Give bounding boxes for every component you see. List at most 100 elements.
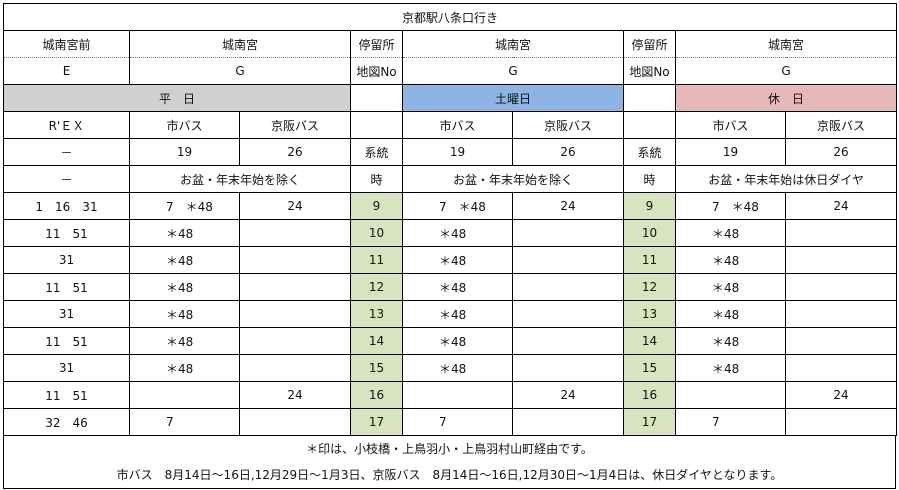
time-keihan-holiday (784, 408, 898, 436)
time-city-holiday: ＊48 (675, 300, 786, 328)
time-rex: 11 51 (3, 219, 130, 247)
time-rex: 11 51 (3, 273, 130, 301)
saturday-header: 土曜日 (402, 84, 624, 112)
hour-cell-2: 17 (623, 408, 676, 436)
time-city-saturday: ＊48 (402, 300, 513, 328)
route-label-2: 系統 (623, 138, 676, 166)
time-keihan-weekday (239, 246, 351, 274)
hour-label-2: 時 (623, 165, 676, 193)
operator-keihan-holiday: 京阪バス (784, 111, 898, 139)
table-row: 1 16 31 7 ＊48 24 9 7 ＊48 24 9 7 ＊48 24 (3, 192, 898, 220)
hour-label: 時 (350, 165, 403, 193)
time-keihan-saturday (512, 300, 624, 328)
time-city-holiday: 7 (675, 408, 786, 436)
hour-cell-2: 15 (623, 354, 676, 382)
time-keihan-weekday (239, 327, 351, 355)
map-saturday: G (402, 57, 624, 85)
time-keihan-weekday (239, 219, 351, 247)
note-holiday: お盆・年末年始は休日ダイヤ (674, 165, 898, 193)
hour-cell: 11 (350, 246, 403, 274)
time-city-holiday (675, 381, 786, 409)
table-row: 11 51 ＊48 12 ＊48 12 ＊48 (3, 273, 898, 301)
time-keihan-weekday (239, 408, 351, 436)
hour-cell-2: 12 (623, 273, 676, 301)
time-keihan-holiday (784, 273, 898, 301)
time-keihan-weekday (239, 354, 351, 382)
holiday-header: 休 日 (674, 84, 898, 112)
time-city-saturday: 7 (402, 408, 513, 436)
table-row: 31 ＊48 15 ＊48 15 ＊48 (3, 354, 898, 382)
time-city-saturday: 7 ＊48 (402, 192, 513, 220)
route-keihan-saturday: 26 (512, 138, 624, 166)
blank-cell (623, 84, 676, 112)
hour-cell: 17 (350, 408, 403, 436)
footer-notes: ＊印は、小枝橋・上鳥羽小・上鳥羽村山町経由です。 市バス 8月14日～16日,1… (3, 436, 896, 489)
operator-keihan-weekday: 京阪バス (239, 111, 351, 139)
route-keihan-weekday: 26 (239, 138, 351, 166)
blank-cell (623, 111, 676, 139)
time-city-saturday: ＊48 (402, 273, 513, 301)
time-rex: 31 (3, 354, 130, 382)
time-keihan-saturday (512, 219, 624, 247)
time-keihan-saturday (512, 354, 624, 382)
route-city-weekday: 19 (129, 138, 240, 166)
map-label: 地図No (350, 57, 403, 85)
stop-weekday: 城南宮 (129, 30, 351, 58)
hour-cell: 12 (350, 273, 403, 301)
time-city-weekday (129, 381, 240, 409)
operator-city-holiday: 市バス (675, 111, 786, 139)
blank-cell (350, 84, 403, 112)
time-rex: 31 (3, 246, 130, 274)
time-city-holiday: 7 ＊48 (675, 192, 786, 220)
note-saturday: お盆・年末年始を除く (402, 165, 624, 193)
time-rex: 31 (3, 300, 130, 328)
time-keihan-holiday: 24 (784, 192, 898, 220)
hour-cell-2: 9 (623, 192, 676, 220)
time-city-weekday: ＊48 (129, 354, 240, 382)
time-keihan-weekday (239, 300, 351, 328)
time-city-weekday: ＊48 (129, 246, 240, 274)
stop-label-2: 停留所 (623, 30, 676, 58)
hour-cell: 13 (350, 300, 403, 328)
hour-cell: 9 (350, 192, 403, 220)
time-keihan-weekday: 24 (239, 192, 351, 220)
time-city-saturday: ＊48 (402, 219, 513, 247)
operator-city-weekday: 市バス (129, 111, 240, 139)
time-keihan-saturday (512, 327, 624, 355)
time-city-weekday: ＊48 (129, 327, 240, 355)
time-keihan-holiday (784, 219, 898, 247)
map-holiday: G (674, 57, 898, 85)
hour-cell: 16 (350, 381, 403, 409)
time-keihan-saturday: 24 (512, 381, 624, 409)
table-row: 11 51 ＊48 10 ＊48 10 ＊48 (3, 219, 898, 247)
weekday-header: 平 日 (3, 84, 351, 112)
timetable-body: 1 16 31 7 ＊48 24 9 7 ＊48 24 9 7 ＊48 24 11 51 ＊48 10… (3, 192, 898, 436)
map-label-2: 地図No (623, 57, 676, 85)
hour-cell-2: 14 (623, 327, 676, 355)
hour-cell: 15 (350, 354, 403, 382)
stop-saturday: 城南宮 (402, 30, 624, 58)
table-row: 11 51 ＊48 14 ＊48 14 ＊48 (3, 327, 898, 355)
time-keihan-saturday (512, 408, 624, 436)
table-row: 11 51 24 16 24 16 24 (3, 381, 898, 409)
time-city-saturday (402, 381, 513, 409)
stop-holiday: 城南宮 (674, 30, 898, 58)
timetable-sheet: 京都駅八条口行き 城南宮前 城南宮 停留所 城南宮 停留所 城南宮 E G 地図… (2, 3, 898, 489)
time-keihan-holiday (784, 354, 898, 382)
footer-note-2: 市バス 8月14日～16日,12月29日～1月3日、京阪バス 8月14日～16日… (116, 468, 783, 482)
operator-city-saturday: 市バス (402, 111, 513, 139)
page-title: 京都駅八条口行き (2, 3, 898, 31)
time-keihan-saturday: 24 (512, 192, 624, 220)
time-city-holiday: ＊48 (675, 273, 786, 301)
route-city-saturday: 19 (402, 138, 513, 166)
time-keihan-holiday (784, 327, 898, 355)
hour-cell-2: 11 (623, 246, 676, 274)
hour-cell: 10 (350, 219, 403, 247)
time-city-saturday: ＊48 (402, 327, 513, 355)
time-rex: 1 16 31 (3, 192, 130, 220)
operator-rex: R'ＥＸ (3, 111, 130, 139)
route-rex: － (3, 138, 130, 166)
time-city-weekday: ＊48 (129, 219, 240, 247)
map-rex: E (3, 57, 130, 85)
time-city-holiday: ＊48 (675, 219, 786, 247)
